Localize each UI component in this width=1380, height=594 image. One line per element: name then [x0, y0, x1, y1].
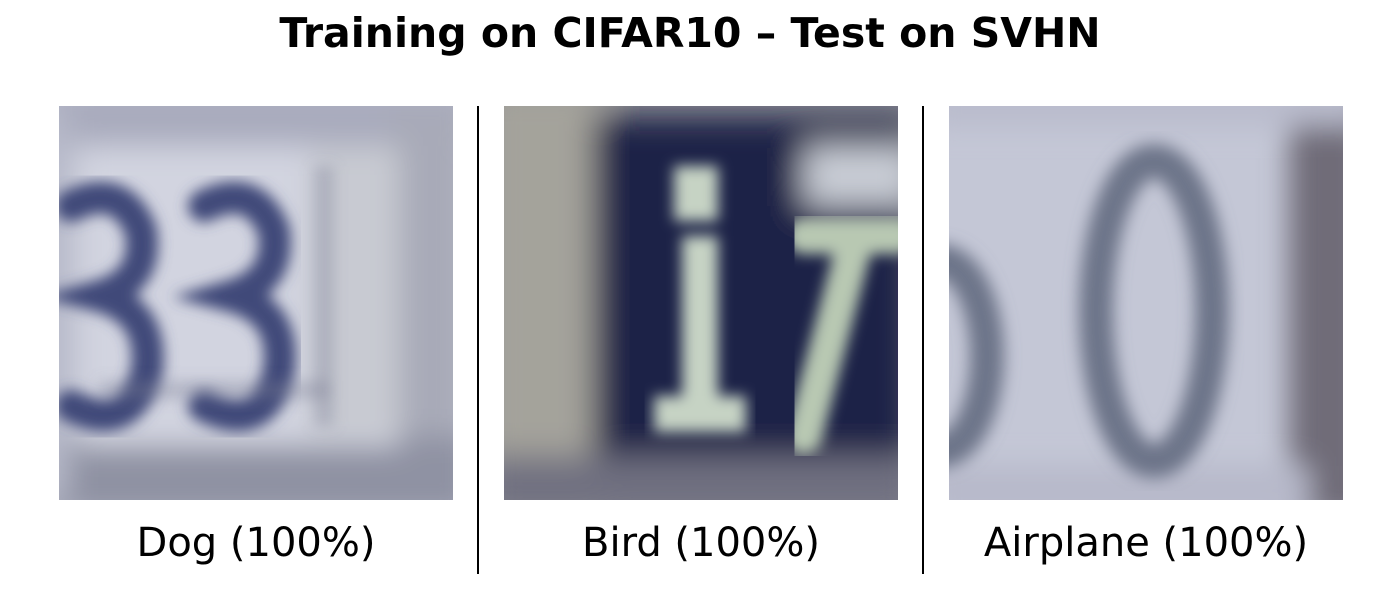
svhn-image-33: [59, 106, 453, 500]
prediction-caption-airplane: Airplane (100%): [983, 520, 1309, 566]
panel-divider-2: [922, 106, 924, 574]
panel-airplane: Airplane (100%): [949, 106, 1343, 566]
svhn-image-17: [504, 106, 898, 500]
prediction-caption-bird: Bird (100%): [582, 520, 820, 566]
svhn-image-60: [949, 106, 1343, 500]
panel-dog: Dog (100%): [59, 106, 453, 566]
figure-title: Training on CIFAR10 – Test on SVHN: [279, 9, 1101, 57]
panel-bird: Bird (100%): [504, 106, 898, 566]
prediction-caption-dog: Dog (100%): [136, 520, 376, 566]
panel-divider-1: [477, 106, 479, 574]
